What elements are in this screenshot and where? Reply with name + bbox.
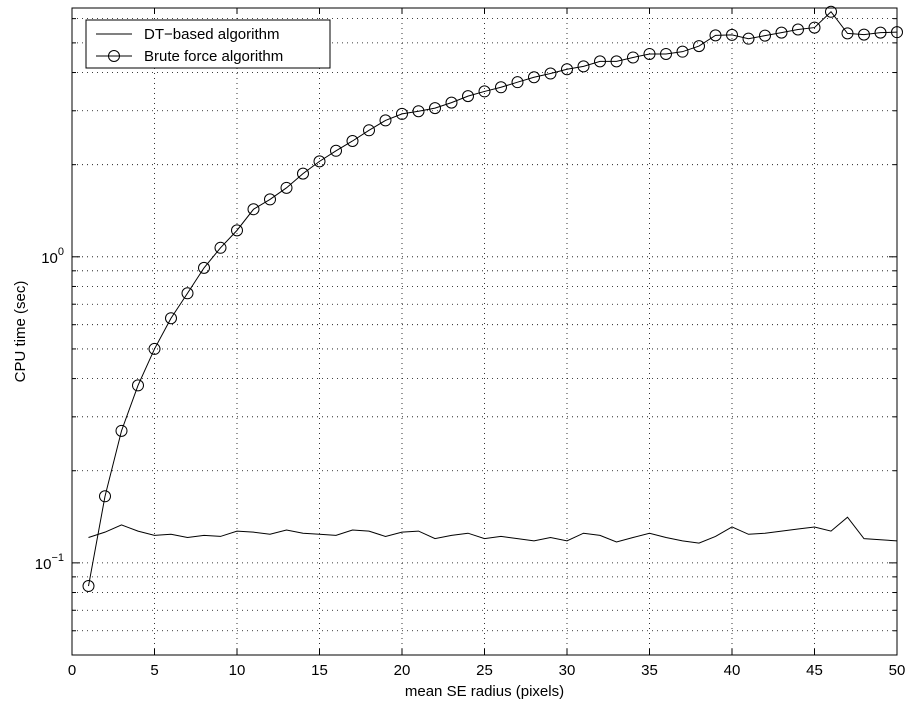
data-point-brute (792, 23, 804, 36)
x-tick-label: 50 (889, 662, 906, 679)
plot-area (71, 7, 898, 656)
x-tick-label: 45 (806, 662, 823, 679)
data-point-brute (759, 29, 771, 42)
data-point-brute (99, 490, 111, 503)
data-point-brute (82, 580, 95, 593)
data-point-brute (825, 5, 837, 18)
data-point-brute (528, 71, 540, 84)
data-point-brute (346, 134, 359, 147)
x-tick-label: 30 (559, 662, 576, 679)
data-point-brute (198, 261, 210, 274)
grid (72, 8, 897, 655)
data-point-brute (610, 55, 623, 68)
y-tick-label: 100 (41, 246, 64, 267)
data-point-brute (297, 167, 309, 180)
data-point-brute (363, 124, 375, 137)
x-tick-label: 25 (476, 662, 493, 679)
data-point-brute (214, 241, 227, 254)
data-point-brute (313, 155, 326, 168)
data-point-brute (627, 51, 639, 64)
data-point-brute (511, 76, 524, 89)
data-point-brute (594, 55, 606, 68)
data-point-brute (577, 60, 590, 73)
data-point-brute (709, 29, 722, 42)
data-point-brute (775, 26, 788, 39)
data-point-brute (429, 102, 441, 115)
data-point-brute (462, 90, 474, 103)
data-point-brute (379, 114, 392, 127)
data-point-brute (247, 203, 260, 216)
legend: DT−based algorithm Brute force algorithm (85, 19, 331, 69)
data-point-brute (841, 27, 854, 40)
y-tick-label: 10−1 (35, 552, 64, 573)
axis-ticks: 0 5 10 15 20 25 30 35 40 45 50 10−1 100 (35, 8, 906, 679)
data-point-brute (132, 379, 144, 392)
data-point-brute (676, 45, 689, 58)
legend-marker-brute (108, 50, 120, 62)
data-point-brute (660, 47, 672, 60)
data-point-brute (445, 96, 458, 109)
data-point-brute (264, 193, 276, 206)
data-point-brute (478, 85, 491, 98)
data-point-brute (231, 224, 243, 237)
data-point-brute (148, 342, 161, 355)
legend-label-brute: Brute force algorithm (144, 48, 283, 65)
x-tick-label: 0 (68, 662, 76, 679)
y-axis-label: CPU time (sec) (12, 281, 29, 383)
data-point-brute (891, 26, 903, 39)
data-point-brute (874, 26, 887, 39)
data-point-brute (115, 424, 128, 437)
data-point-brute (165, 312, 177, 325)
x-tick-label: 15 (311, 662, 328, 679)
data-point-brute (495, 81, 507, 94)
data-point-brute (693, 40, 705, 53)
data-point-brute (742, 32, 755, 45)
data-point-brute (561, 63, 573, 76)
x-tick-label: 40 (724, 662, 741, 679)
data-point-brute (396, 107, 408, 120)
data-point-brute (412, 105, 425, 118)
x-tick-label: 35 (641, 662, 658, 679)
data-point-brute (858, 28, 870, 41)
data-point-brute (181, 287, 194, 300)
data-point-brute (544, 67, 557, 80)
x-axis-label: mean SE radius (pixels) (405, 683, 564, 700)
data-point-brute (726, 28, 738, 41)
x-tick-label: 20 (394, 662, 411, 679)
series-group (82, 5, 903, 593)
data-point-brute (330, 144, 342, 157)
data-point-brute (643, 47, 656, 60)
x-tick-label: 10 (229, 662, 246, 679)
series-line-brute (88, 10, 898, 587)
x-tick-label: 5 (150, 662, 158, 679)
data-point-brute (808, 21, 821, 34)
legend-label-dt: DT−based algorithm (144, 26, 279, 43)
series-line-dt (88, 516, 898, 544)
legend-box (85, 19, 331, 69)
data-point-brute (280, 181, 293, 194)
